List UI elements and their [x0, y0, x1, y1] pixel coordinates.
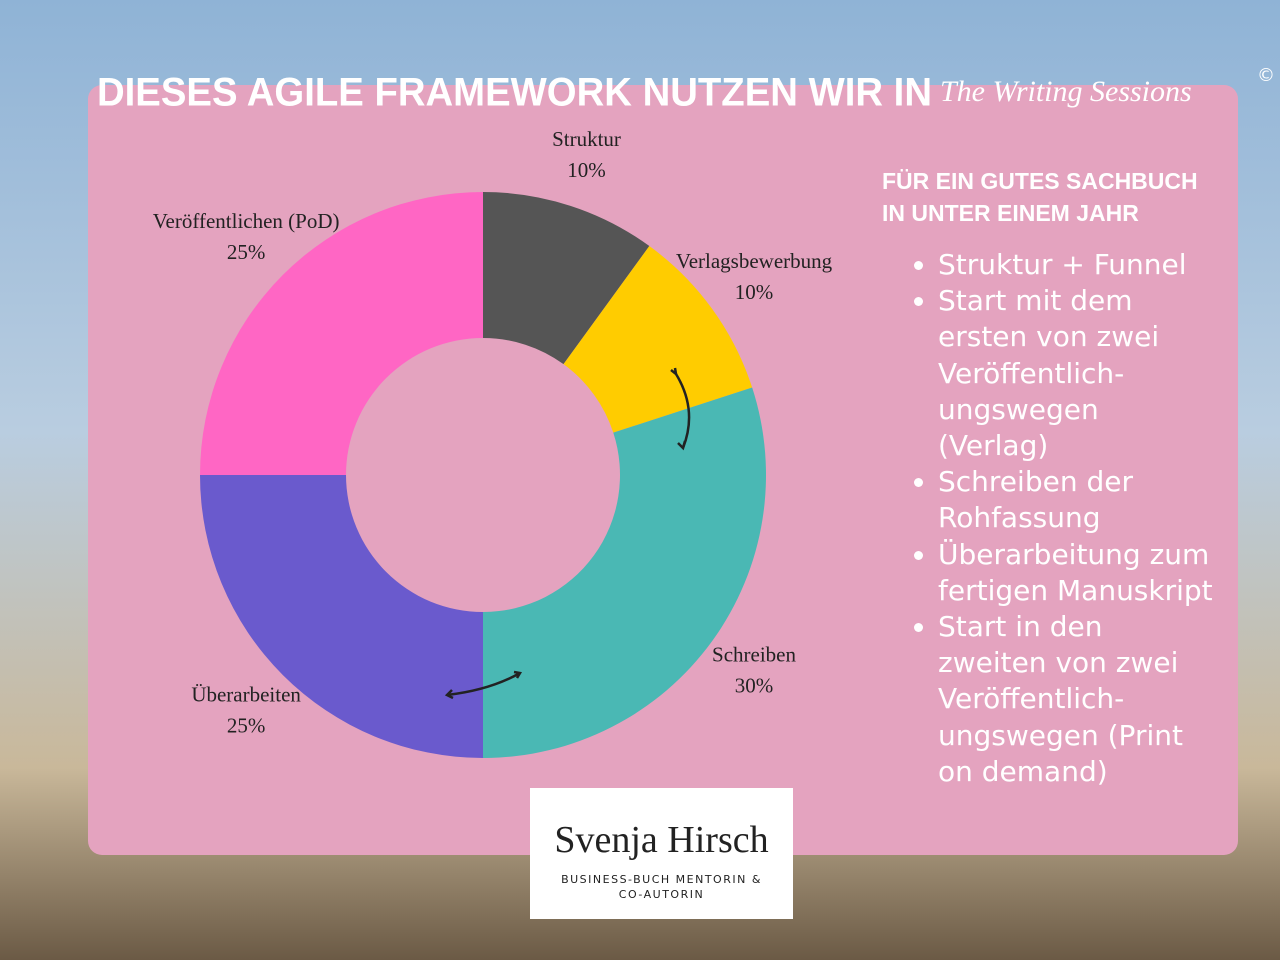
bullet-line: Veröffentlich- — [938, 356, 1125, 390]
arrow-head — [670, 367, 687, 451]
bullet-line: ungswegen — [938, 392, 1099, 426]
slice-value-label: 30% — [735, 674, 774, 698]
slice-label: Verlagsbewerbung — [676, 249, 833, 273]
chart-title: DIESES AGILE FRAMEWORK NUTZEN WIR IN — [97, 71, 932, 115]
bullet-line: Rohfassung — [938, 501, 1101, 535]
slice — [483, 387, 766, 758]
arrow-head — [444, 670, 523, 700]
bullet-line: Veröffentlich- — [938, 682, 1125, 716]
slice — [200, 475, 483, 758]
sidebar: FÜR EIN GUTES SACHBUCH IN UNTER EINEM JA… — [882, 165, 1232, 790]
bullet-line: Start in den — [938, 610, 1103, 644]
slice-value-label: 10% — [567, 158, 606, 182]
slice-value-label: 25% — [227, 714, 266, 738]
logo: Svenja Hirsch BUSINESS-BUCH MENTORIN & C… — [530, 788, 793, 919]
logo-tagline: BUSINESS-BUCH MENTORIN & — [561, 873, 762, 886]
bullet: Struktur + Funnel — [938, 247, 1232, 283]
arrow — [446, 671, 521, 697]
slice-label: Überarbeiten — [191, 683, 301, 707]
bullet-line: Schreiben der — [938, 465, 1133, 499]
bullet-line: Struktur + Funnel — [938, 248, 1187, 281]
slice-label: Veröffentlichen (PoD) — [153, 209, 340, 233]
bullet-line: on demand) — [938, 754, 1108, 788]
logo-name: Svenja Hirsch — [554, 819, 769, 861]
slice — [483, 192, 650, 365]
bullet-line: fertigen Manuskript — [938, 573, 1213, 607]
slice-value-label: 10% — [735, 280, 774, 304]
arrow — [674, 373, 691, 449]
slice-value-label: 25% — [227, 240, 266, 264]
bullet-line: Überarbeitung zum — [938, 537, 1210, 571]
title-brand: The Writing Sessions — [940, 75, 1192, 108]
slice — [200, 192, 483, 475]
arrows — [444, 367, 691, 700]
donut — [200, 192, 766, 758]
logo-tagline: CO-AUTORIN — [618, 888, 705, 901]
slice — [563, 246, 753, 433]
bullet-line: ungswegen (Print — [938, 718, 1183, 752]
sidebar-heading: FÜR EIN GUTES SACHBUCH — [882, 168, 1198, 194]
slice-label: Schreiben — [712, 643, 796, 667]
title-mark: © — [1257, 65, 1275, 86]
slice-label: Struktur — [552, 127, 621, 151]
bullet-line: ersten von zwei — [938, 320, 1160, 354]
bullet-line: Start mit dem — [938, 284, 1133, 318]
sidebar-heading: IN UNTER EINEM JAHR — [882, 200, 1139, 226]
bullet-line: zweiten von zwei — [938, 646, 1179, 680]
bullet-line: (Verlag) — [938, 429, 1049, 463]
